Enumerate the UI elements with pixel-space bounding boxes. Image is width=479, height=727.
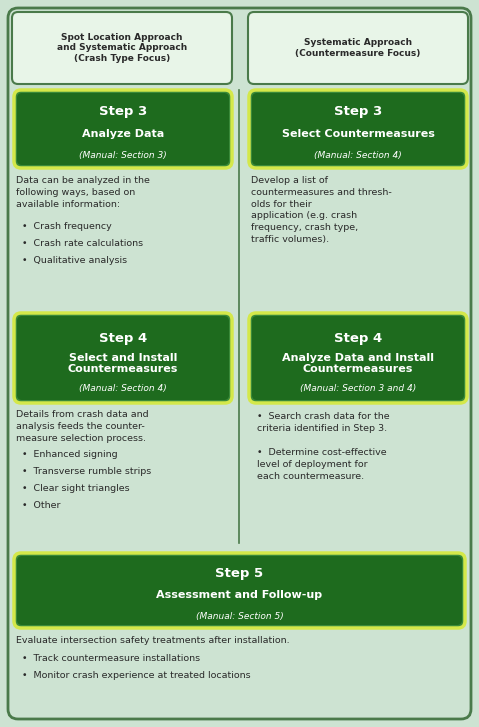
Text: Systematic Approach
(Countermeasure Focus): Systematic Approach (Countermeasure Focu… [296, 39, 421, 57]
Text: •  Track countermeasure installations: • Track countermeasure installations [22, 654, 200, 663]
Text: Spot Location Approach
and Systematic Approach
(Crash Type Focus): Spot Location Approach and Systematic Ap… [57, 33, 187, 63]
Text: (Manual: Section 4): (Manual: Section 4) [79, 384, 167, 393]
Text: Assessment and Follow-up: Assessment and Follow-up [157, 590, 322, 600]
FancyBboxPatch shape [8, 8, 471, 719]
Text: (Manual: Section 5): (Manual: Section 5) [195, 611, 284, 621]
Text: •  Crash rate calculations: • Crash rate calculations [22, 239, 143, 248]
FancyBboxPatch shape [17, 316, 229, 400]
FancyBboxPatch shape [252, 93, 464, 165]
FancyBboxPatch shape [17, 93, 229, 165]
FancyBboxPatch shape [248, 12, 468, 84]
FancyBboxPatch shape [12, 12, 232, 84]
Text: •  Determine cost-effective
level of deployment for
each countermeasure.: • Determine cost-effective level of depl… [257, 448, 387, 481]
Text: •  Search crash data for the
criteria identified in Step 3.: • Search crash data for the criteria ide… [257, 412, 389, 433]
Text: Step 5: Step 5 [216, 568, 263, 580]
Text: •  Other: • Other [22, 501, 60, 510]
Text: (Manual: Section 3): (Manual: Section 3) [79, 151, 167, 160]
Text: Evaluate intersection safety treatments after installation.: Evaluate intersection safety treatments … [16, 636, 290, 645]
Text: Select Countermeasures: Select Countermeasures [282, 129, 434, 139]
Text: Step 3: Step 3 [334, 105, 382, 119]
Text: •  Qualitative analysis: • Qualitative analysis [22, 256, 127, 265]
FancyBboxPatch shape [14, 90, 232, 168]
FancyBboxPatch shape [252, 316, 464, 400]
Text: Analyze Data and Install
Countermeasures: Analyze Data and Install Countermeasures [282, 353, 434, 374]
Text: •  Crash frequency: • Crash frequency [22, 222, 112, 231]
Text: Step 3: Step 3 [99, 105, 147, 119]
Text: •  Clear sight triangles: • Clear sight triangles [22, 484, 130, 493]
Text: •  Monitor crash experience at treated locations: • Monitor crash experience at treated lo… [22, 671, 251, 680]
Text: (Manual: Section 4): (Manual: Section 4) [314, 151, 402, 160]
FancyBboxPatch shape [17, 556, 462, 625]
FancyBboxPatch shape [249, 313, 467, 403]
Text: Analyze Data: Analyze Data [82, 129, 164, 139]
Text: •  Enhanced signing: • Enhanced signing [22, 450, 118, 459]
FancyBboxPatch shape [14, 313, 232, 403]
Text: Develop a list of
countermeasures and thresh-
olds for their
application (e.g. c: Develop a list of countermeasures and th… [251, 176, 392, 244]
Text: •  Transverse rumble strips: • Transverse rumble strips [22, 467, 151, 476]
Text: Select and Install
Countermeasures: Select and Install Countermeasures [68, 353, 178, 374]
FancyBboxPatch shape [249, 90, 467, 168]
Text: Step 4: Step 4 [99, 332, 147, 345]
Text: Step 4: Step 4 [334, 332, 382, 345]
FancyBboxPatch shape [14, 553, 465, 628]
Text: Data can be analyzed in the
following ways, based on
available information:: Data can be analyzed in the following wa… [16, 176, 150, 209]
Text: Details from crash data and
analysis feeds the counter-
measure selection proces: Details from crash data and analysis fee… [16, 410, 148, 443]
Text: (Manual: Section 3 and 4): (Manual: Section 3 and 4) [300, 384, 416, 393]
